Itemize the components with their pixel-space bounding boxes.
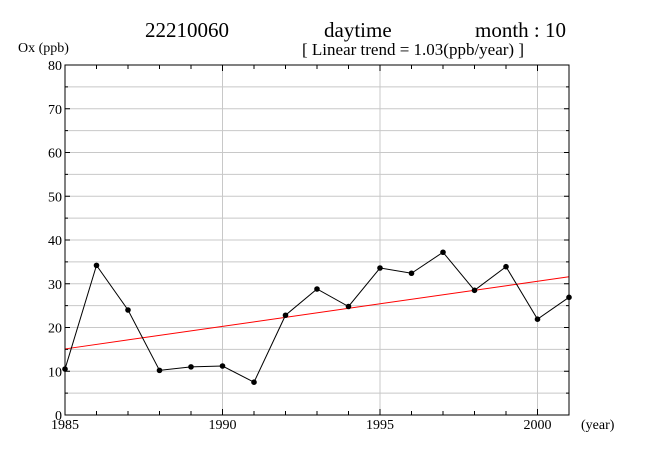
- data-point: [93, 262, 100, 269]
- trend-layer: [64, 276, 570, 350]
- plot-frame: [64, 64, 570, 416]
- label-layer: 0 10 20 30 40 50 60 70 80 1985 1990 1995 2000: [48, 59, 552, 433]
- series-layer: [62, 249, 572, 385]
- y-tick-label: 40: [48, 234, 62, 249]
- data-point: [408, 270, 415, 277]
- x-tick-label: 1985: [51, 418, 79, 433]
- data-point: [282, 312, 289, 319]
- month-label: month : 10: [475, 18, 567, 42]
- period-label: daytime: [324, 18, 392, 42]
- trend-label: [ Linear trend = 1.03(ppb/year) ]: [302, 40, 524, 59]
- y-tick-label: 0: [55, 409, 62, 424]
- data-point: [534, 316, 541, 322]
- trend-line: [64, 276, 570, 350]
- y-tick-label: 80: [48, 59, 62, 74]
- data-point: [314, 286, 320, 292]
- data-point: [471, 287, 478, 294]
- data-point: [503, 263, 509, 270]
- data-point: [251, 379, 257, 385]
- y-tick-label: 30: [48, 278, 62, 293]
- data-point: [188, 364, 194, 370]
- y-tick-label: 50: [48, 190, 62, 205]
- data-point: [377, 265, 383, 271]
- data-point: [219, 363, 226, 369]
- x-tick-label: 2000: [524, 418, 552, 433]
- y-tick-label: 60: [48, 147, 62, 162]
- data-point: [156, 367, 163, 374]
- x-axis-label: (year): [581, 418, 615, 433]
- data-point: [125, 307, 131, 313]
- station-id: 22210060: [145, 18, 229, 42]
- y-axis-label: Ox (ppb): [18, 41, 69, 56]
- y-tick-label: 10: [48, 365, 62, 380]
- data-point: [345, 303, 352, 310]
- series-line: [64, 251, 570, 383]
- x-tick-label: 1990: [209, 418, 237, 433]
- y-tick-label: 20: [48, 322, 62, 337]
- x-tick-label: 1995: [366, 418, 394, 433]
- grid-layer: [65, 65, 569, 415]
- data-point: [440, 249, 446, 256]
- y-tick-label: 70: [48, 103, 62, 118]
